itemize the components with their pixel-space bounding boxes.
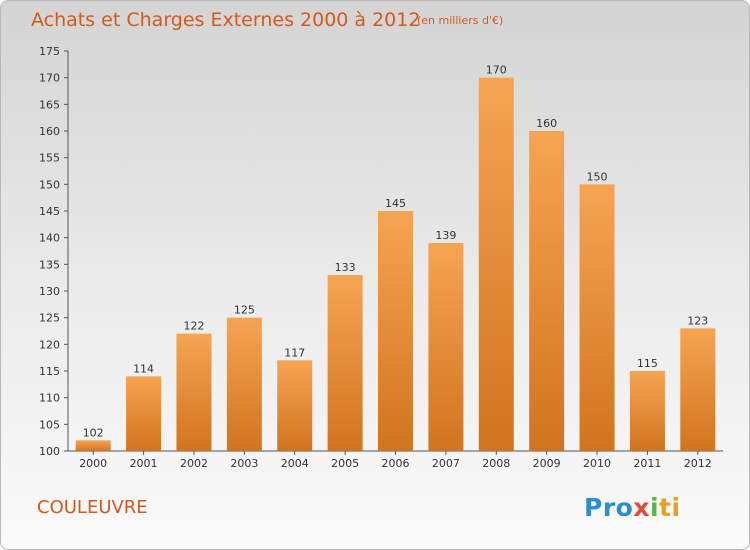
y-tick-label: 100 bbox=[39, 445, 60, 458]
bar bbox=[75, 440, 111, 451]
y-tick-label: 110 bbox=[39, 392, 60, 405]
bar bbox=[529, 131, 565, 451]
bar bbox=[226, 317, 262, 451]
bar bbox=[579, 184, 615, 452]
bar bbox=[277, 360, 313, 451]
logo-part: Pro bbox=[584, 493, 634, 522]
unit-note: (en milliers d'€) bbox=[417, 14, 504, 27]
x-tick-label: 2008 bbox=[482, 457, 510, 470]
y-tick-label: 160 bbox=[39, 125, 60, 138]
bar bbox=[428, 243, 464, 451]
y-tick-label: 105 bbox=[39, 418, 60, 431]
y-tick-label: 165 bbox=[39, 98, 60, 111]
bar bbox=[680, 328, 716, 451]
commune-name: COULEUVRE bbox=[37, 497, 148, 518]
x-tick-label: 2012 bbox=[684, 457, 712, 470]
bar bbox=[126, 376, 162, 451]
x-tick-label: 2011 bbox=[633, 457, 661, 470]
y-tick-label: 130 bbox=[39, 285, 60, 298]
x-tick-label: 2000 bbox=[79, 457, 107, 470]
y-tick-label: 115 bbox=[39, 365, 60, 378]
y-tick-label: 125 bbox=[39, 312, 60, 325]
y-tick-label: 135 bbox=[39, 258, 60, 271]
data-label: 117 bbox=[284, 346, 305, 359]
logo-part: ti bbox=[659, 493, 681, 522]
data-label: 139 bbox=[435, 229, 456, 242]
logo-part: x bbox=[633, 493, 650, 522]
proxiti-logo[interactable]: Proxiti bbox=[584, 493, 681, 522]
data-label: 150 bbox=[587, 170, 608, 183]
y-tick-label: 150 bbox=[39, 178, 60, 191]
data-label: 115 bbox=[637, 357, 658, 370]
bars: 102 114 122 125 117 133 145 139 170 160 150 115 123 bbox=[75, 64, 716, 452]
bar bbox=[378, 211, 413, 451]
bar bbox=[176, 333, 212, 451]
data-label: 145 bbox=[385, 197, 406, 210]
data-label: 170 bbox=[486, 64, 507, 77]
x-tick-label: 2010 bbox=[583, 457, 611, 470]
bar bbox=[629, 371, 665, 451]
x-tick-label: 2004 bbox=[281, 457, 309, 470]
data-label: 122 bbox=[183, 320, 204, 333]
bar bbox=[327, 275, 363, 451]
x-tick-label: 2005 bbox=[331, 457, 359, 470]
y-tick-label: 155 bbox=[39, 152, 60, 165]
data-label: 133 bbox=[335, 261, 356, 274]
x-tick-label: 2003 bbox=[230, 457, 258, 470]
y-tick-label: 140 bbox=[39, 232, 60, 245]
bar bbox=[478, 77, 514, 452]
y-tick-label: 175 bbox=[39, 45, 60, 58]
y-tick-label: 170 bbox=[39, 72, 60, 85]
y-tick-label: 120 bbox=[39, 338, 60, 351]
chart-title: Achats et Charges Externes 2000 à 2012 bbox=[31, 9, 421, 31]
data-label: 123 bbox=[687, 314, 708, 327]
x-tick-label: 2006 bbox=[382, 457, 410, 470]
x-tick-label: 2001 bbox=[130, 457, 158, 470]
x-tick-label: 2007 bbox=[432, 457, 460, 470]
data-label: 114 bbox=[133, 362, 154, 375]
data-label: 125 bbox=[234, 304, 255, 317]
x-tick-label: 2002 bbox=[180, 457, 208, 470]
data-label: 160 bbox=[536, 117, 557, 130]
y-tick-label: 145 bbox=[39, 205, 60, 218]
data-label: 102 bbox=[83, 426, 104, 439]
logo-part: i bbox=[649, 493, 660, 522]
x-tick-label: 2009 bbox=[533, 457, 561, 470]
